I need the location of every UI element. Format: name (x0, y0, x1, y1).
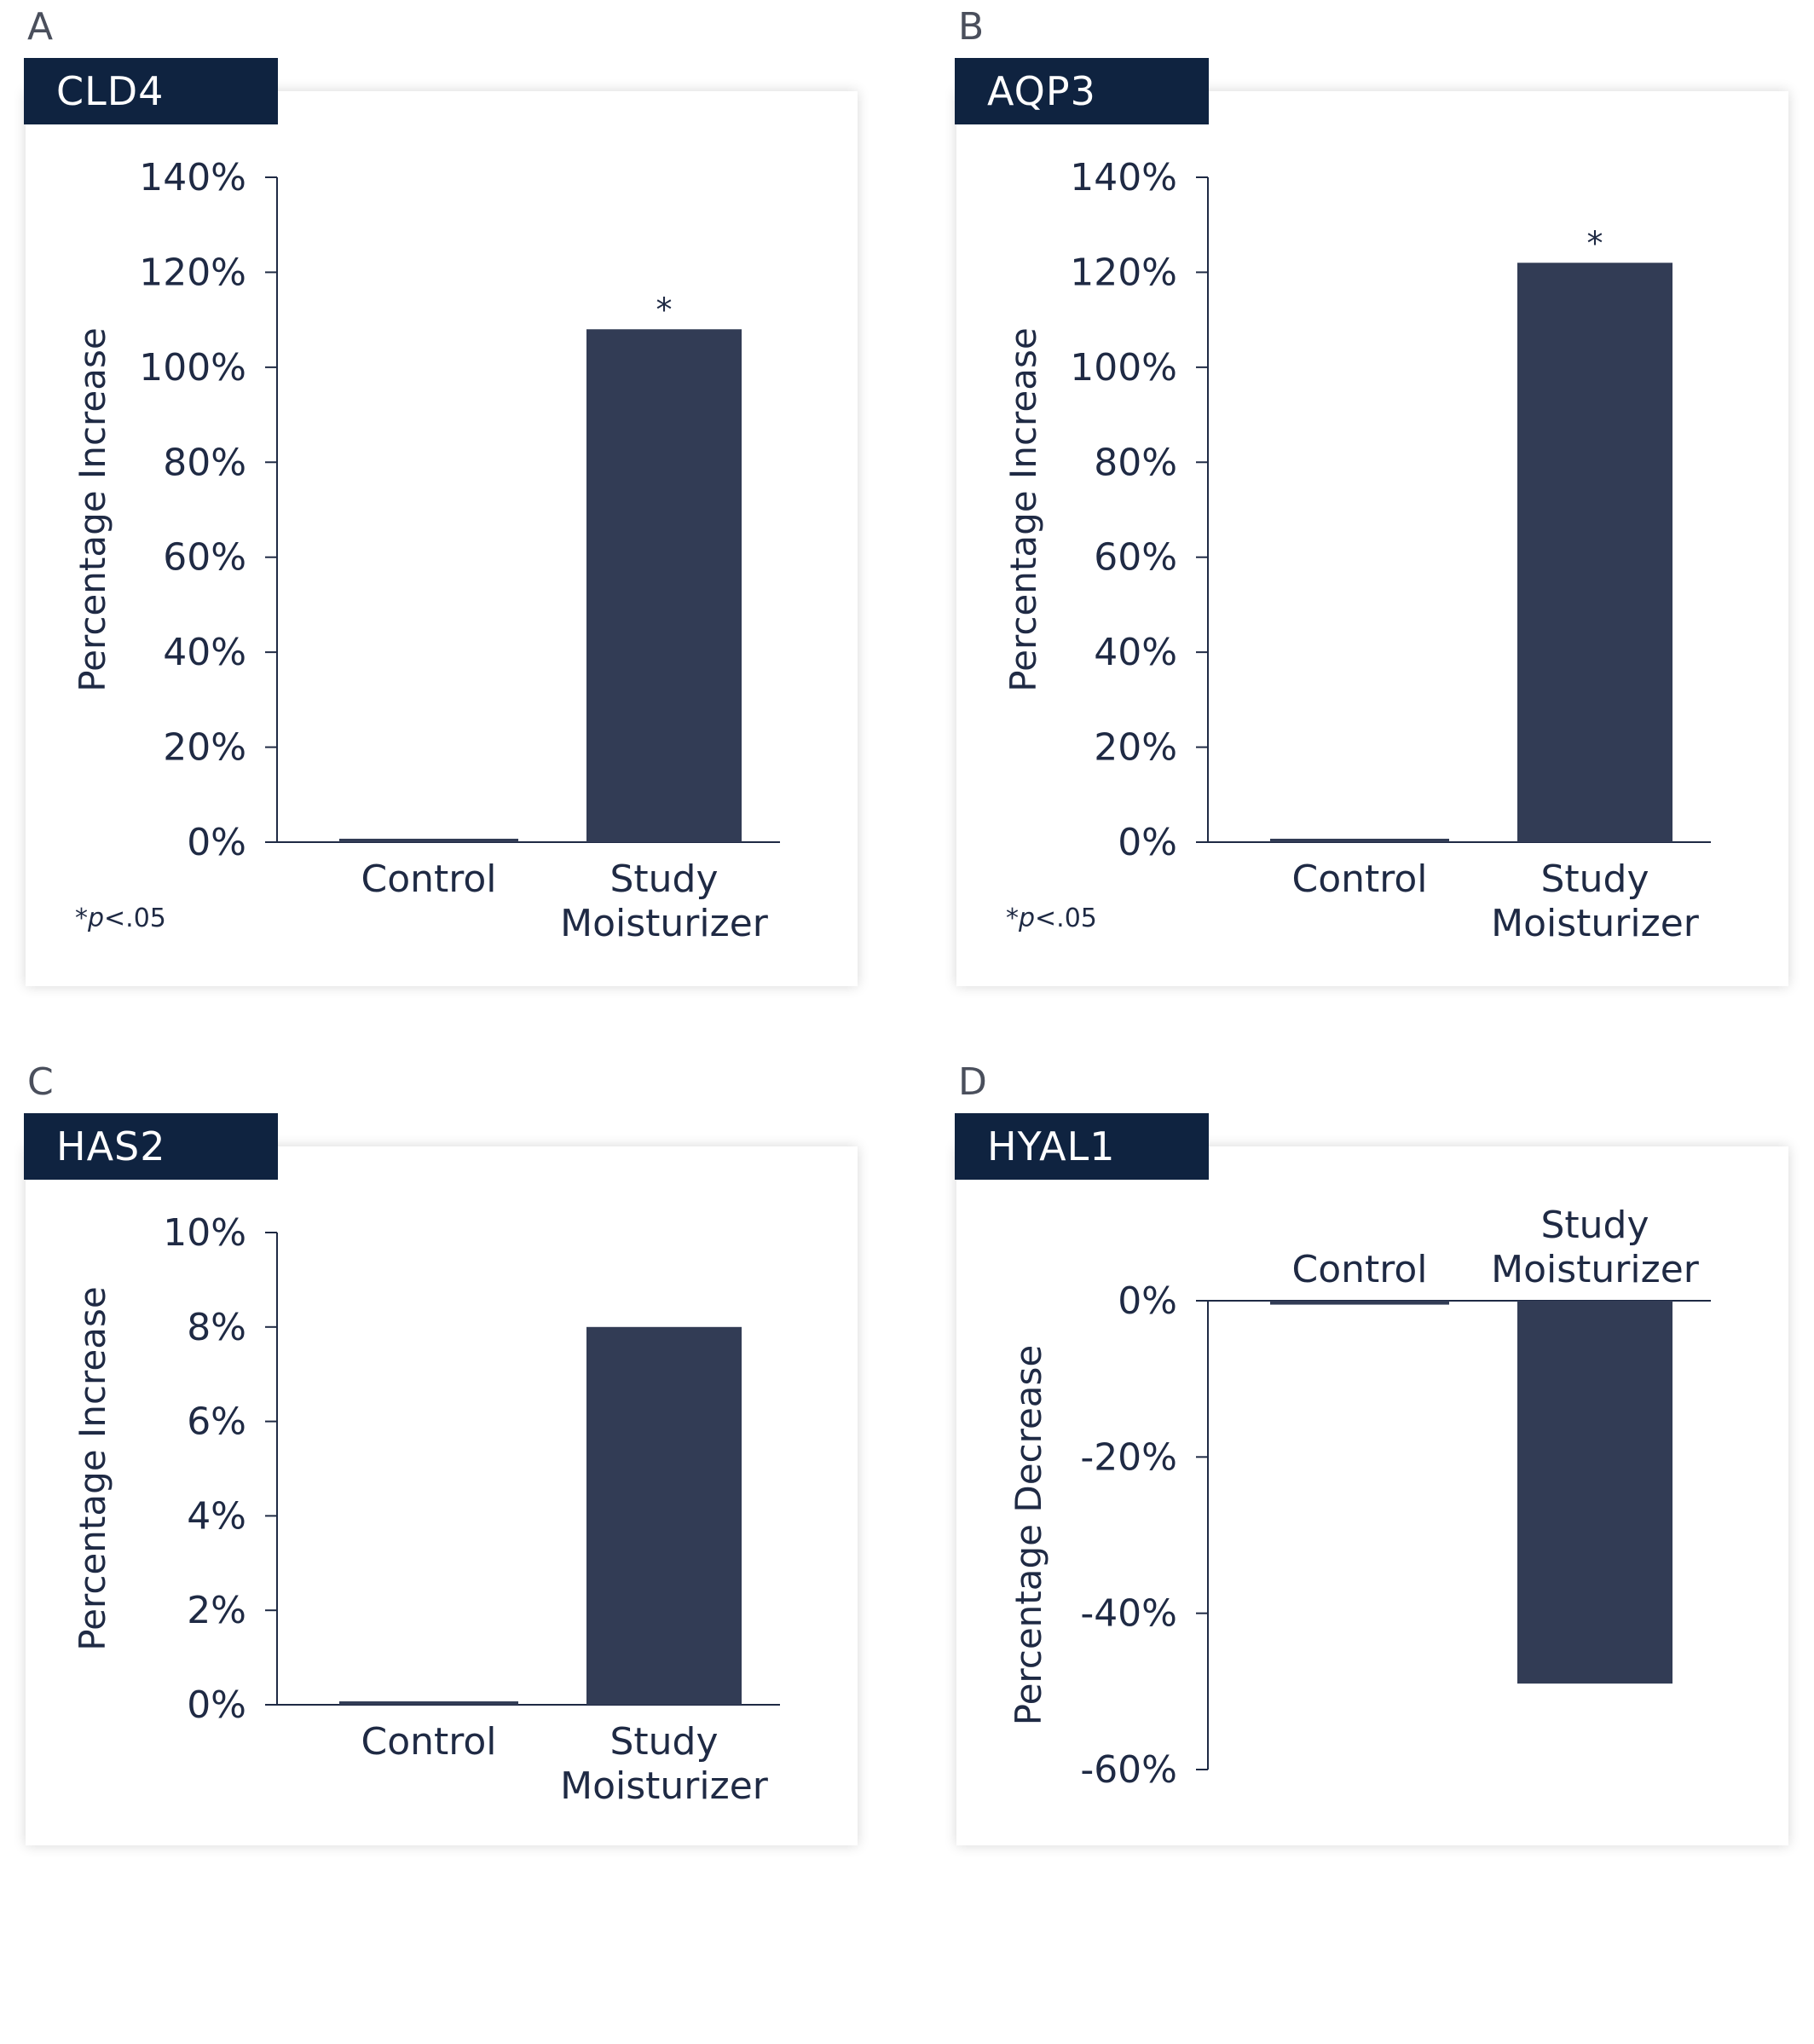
chart-has2: 0% 2% 4% 6% 8% 10% Percentage Increase Control S… (72, 1211, 780, 1808)
chart-cld4: 0% 20% 40% 60% 80% 100% 120% 140% Percentage Inc… (72, 156, 780, 945)
x-category-label: Control (361, 1720, 496, 1764)
y-tick-label: 80% (163, 441, 246, 484)
panel-letter-a: A (27, 5, 54, 49)
bar-control (1270, 839, 1449, 842)
chart-aqp3: 0% 20% 40% 60% 80% 100% 120% 140% Percentage Inc… (1002, 156, 1711, 945)
y-tick-label: 10% (163, 1211, 246, 1255)
significance-footnote: *p<.05 (75, 904, 166, 933)
y-tick-label: 100% (139, 346, 246, 390)
footnote-star: * (75, 904, 88, 933)
x-category-label: Study (609, 1720, 718, 1764)
y-tick-label: 80% (1094, 441, 1177, 484)
y-axis-label: Percentage Increase (1002, 327, 1044, 691)
y-tick-label: 0% (1118, 1279, 1177, 1323)
chart-hyal1: 0% -20% -40% -60% Percentage Decrease Control… (1008, 1204, 1711, 1792)
y-tick-label: 120% (1070, 251, 1177, 294)
footnote-star: * (1006, 904, 1019, 933)
chart-title-aqp3: AQP3 (955, 58, 1209, 124)
footnote-p: p (1019, 904, 1036, 933)
x-category-label: Moisturizer (560, 902, 769, 945)
y-tick-label: 8% (187, 1306, 246, 1349)
panel-letter-c: C (27, 1060, 54, 1104)
bar-control (339, 839, 518, 842)
footnote-threshold: <.05 (1035, 904, 1097, 933)
bar-study-moisturizer (1517, 1301, 1672, 1684)
y-tick-label: 0% (187, 1683, 246, 1727)
x-category-label: Moisturizer (1491, 902, 1700, 945)
y-tick-label: 120% (139, 251, 246, 294)
footnote-p: p (88, 904, 105, 933)
x-category-label: Study (1540, 1204, 1649, 1247)
x-category-label: Control (1291, 1248, 1427, 1291)
y-tick-label: 100% (1070, 346, 1177, 390)
chart-title-cld4: CLD4 (24, 58, 278, 124)
chart-title-has2: HAS2 (24, 1113, 278, 1180)
y-tick-label: 2% (187, 1589, 246, 1632)
y-tick-label: 20% (163, 726, 246, 770)
footnote-threshold: <.05 (104, 904, 166, 933)
panel-letter-d: D (958, 1060, 987, 1104)
y-tick-label: 0% (1118, 821, 1177, 864)
y-tick-label: 40% (1094, 631, 1177, 674)
bar-study-moisturizer (586, 329, 742, 842)
bar-control (339, 1701, 518, 1705)
bar-study-moisturizer (586, 1326, 742, 1705)
y-tick-label: -60% (1080, 1748, 1177, 1792)
y-tick-label: -40% (1080, 1592, 1177, 1636)
y-axis-label: Percentage Decrease (1008, 1345, 1049, 1726)
y-tick-label: 4% (187, 1494, 246, 1538)
bar-study-moisturizer (1517, 263, 1672, 842)
significance-marker: * (656, 291, 673, 328)
y-tick-label: 40% (163, 631, 246, 674)
bar-control (1270, 1301, 1449, 1305)
y-tick-label: 140% (1070, 156, 1177, 199)
chart-title-hyal1: HYAL1 (955, 1113, 1209, 1180)
y-tick-label: 60% (1094, 536, 1177, 580)
x-category-label: Moisturizer (560, 1764, 769, 1808)
y-tick-label: -20% (1080, 1435, 1177, 1479)
significance-footnote: *p<.05 (1006, 904, 1097, 933)
significance-marker: * (1587, 224, 1603, 262)
x-category-label: Control (1291, 857, 1427, 901)
y-tick-label: 140% (139, 156, 246, 199)
x-category-label: Control (361, 857, 496, 901)
y-tick-label: 20% (1094, 726, 1177, 770)
y-axis-label: Percentage Increase (72, 1286, 113, 1650)
x-category-label: Study (1540, 857, 1649, 901)
x-category-label: Moisturizer (1491, 1248, 1700, 1291)
y-tick-label: 60% (163, 536, 246, 580)
panel-letter-b: B (958, 5, 985, 49)
y-axis-label: Percentage Increase (72, 327, 113, 691)
y-tick-label: 0% (187, 821, 246, 864)
y-tick-label: 6% (187, 1400, 246, 1444)
x-category-label: Study (609, 857, 718, 901)
